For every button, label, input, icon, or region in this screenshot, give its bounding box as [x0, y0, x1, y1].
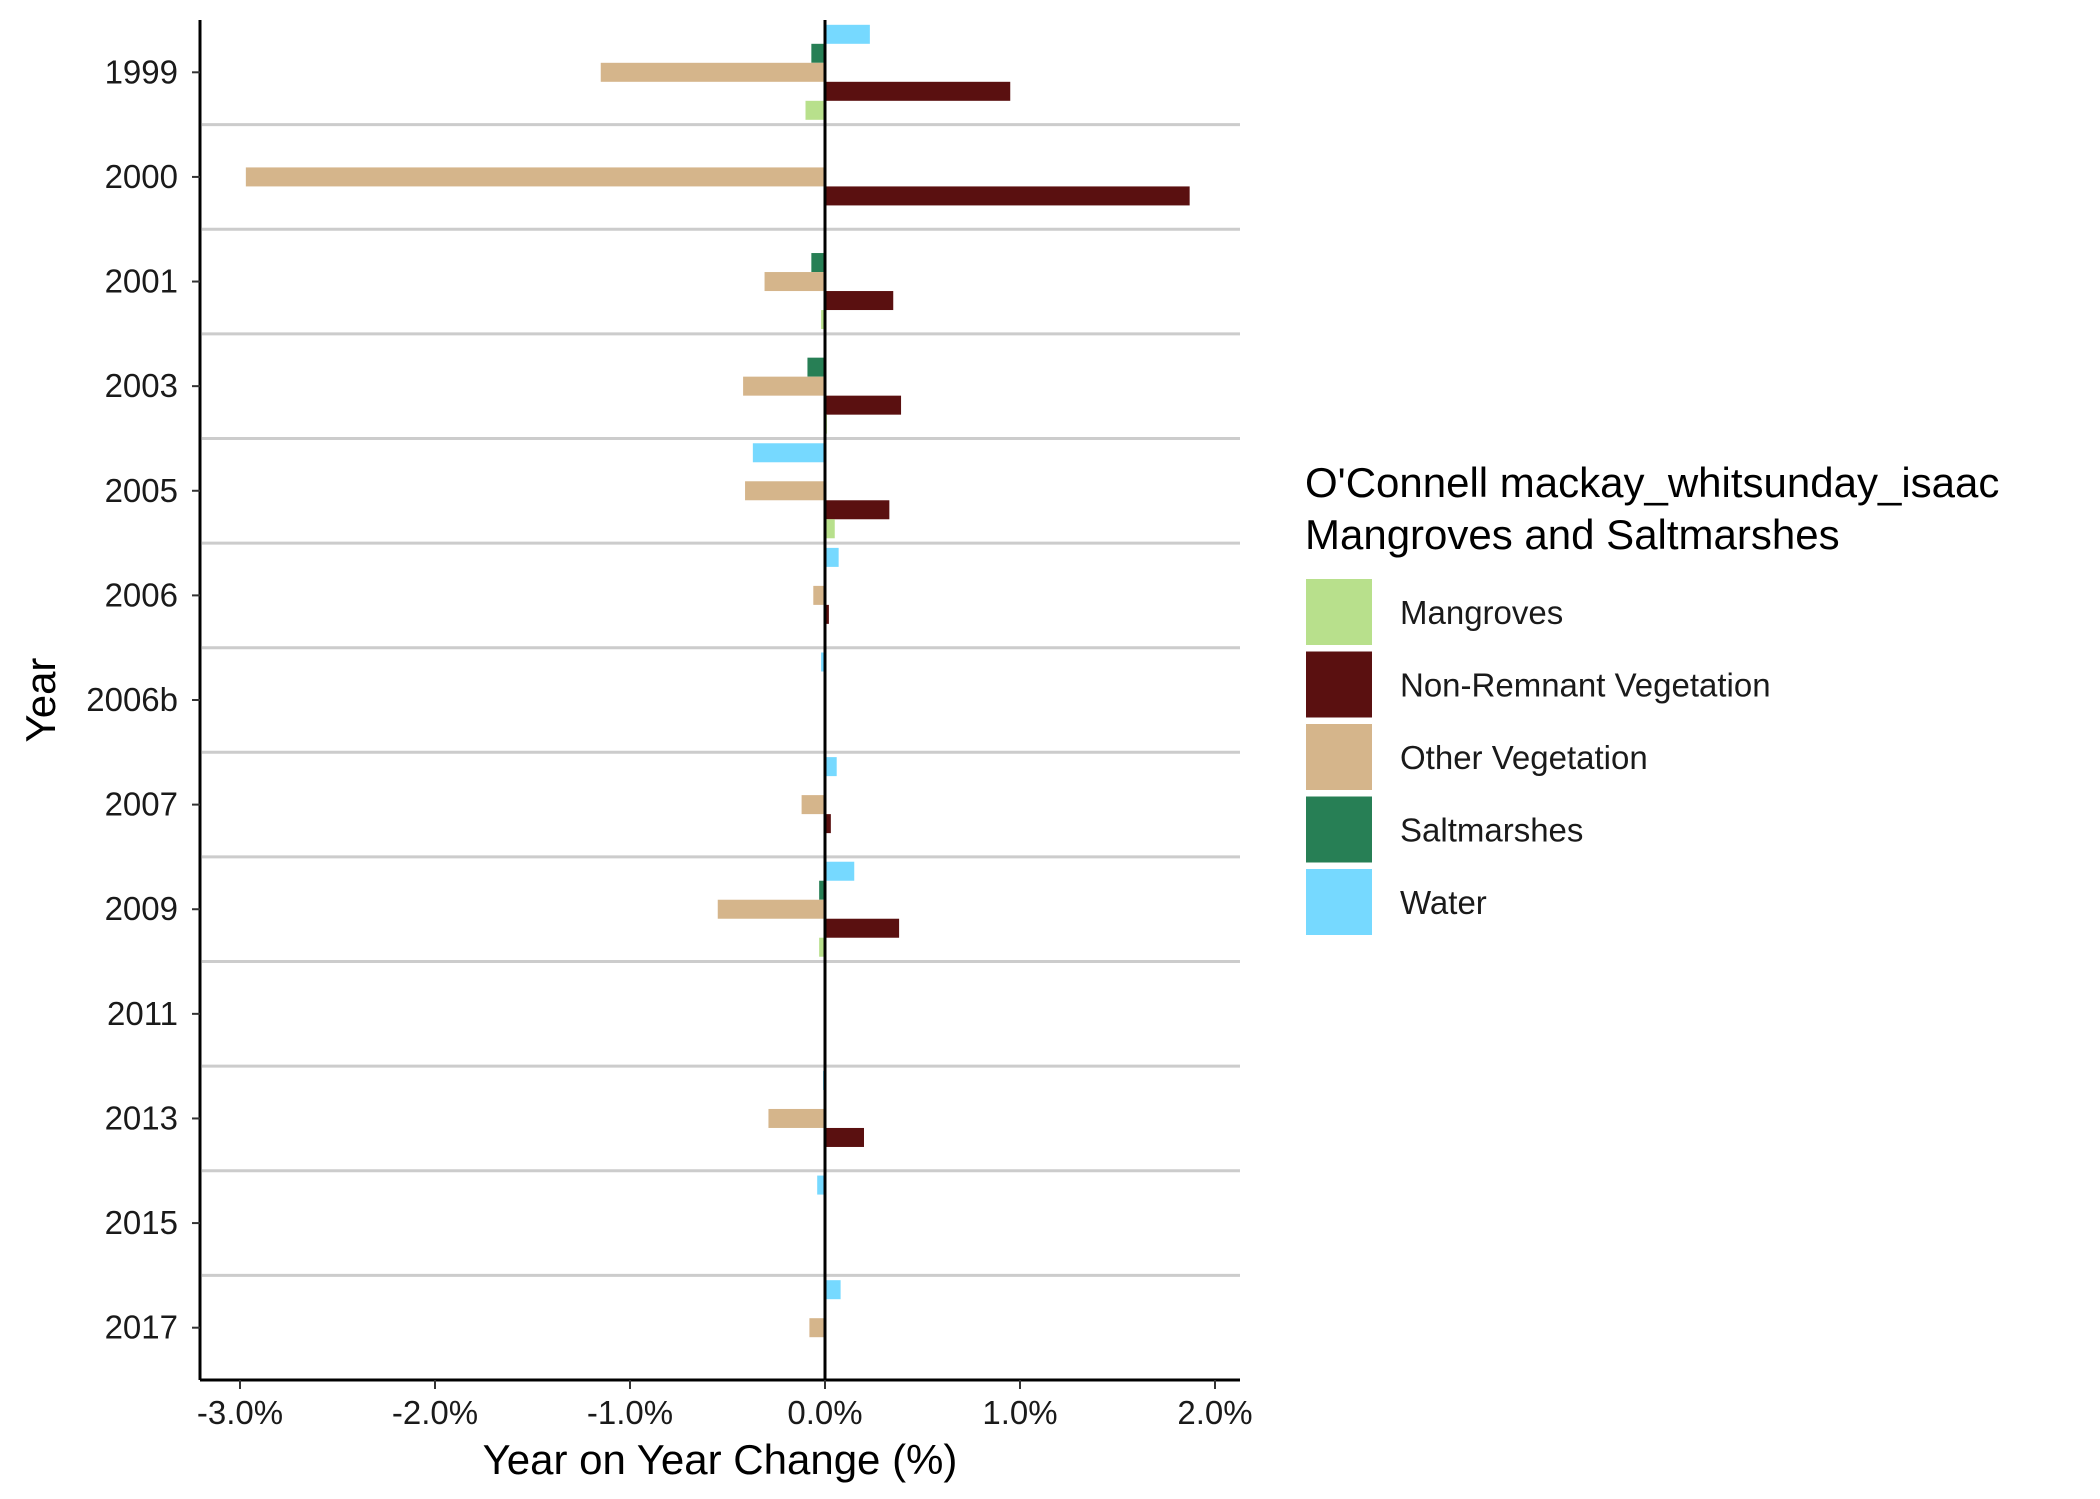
bar-saltmarshes-1999: [811, 43, 825, 63]
x-tick-label: -2.0%: [392, 1394, 478, 1431]
y-tick-label: 2017: [105, 1309, 178, 1346]
bar-other-vegetation-2003: [743, 376, 825, 396]
bar-non-remnant-vegetation-2006: [825, 604, 829, 624]
bar-water-2009: [825, 861, 855, 881]
bar-saltmarshes-2001: [811, 253, 825, 273]
bar-water-2006: [825, 547, 839, 567]
legend-swatch: [1304, 794, 1374, 865]
legend-title: Mangroves and Saltmarshes: [1305, 511, 1840, 558]
y-tick-label: 2006: [105, 576, 178, 613]
legend-label: Mangroves: [1400, 594, 1563, 631]
bar-water-2007: [825, 757, 837, 777]
bar-other-vegetation-2007: [801, 795, 825, 815]
legend-swatch: [1304, 649, 1374, 720]
bar-other-vegetation-2009: [717, 899, 825, 919]
bar-other-vegetation-2013: [768, 1108, 825, 1128]
bar-non-remnant-vegetation-2000: [825, 186, 1190, 206]
grid-lines: [202, 123, 1240, 1277]
bar-mangroves-2005: [825, 519, 835, 539]
y-tick-label: 2001: [105, 263, 178, 300]
bar-saltmarshes-2003: [807, 357, 825, 377]
y-tick-label: 2006b: [86, 681, 178, 718]
bar-non-remnant-vegetation-2003: [825, 395, 902, 415]
legend-label: Other Vegetation: [1400, 739, 1648, 776]
bar-non-remnant-vegetation-2009: [825, 918, 900, 938]
bar-water-2015: [817, 1175, 825, 1195]
bar-water-2005: [752, 443, 825, 463]
bar-mangroves-2001: [821, 310, 825, 330]
bar-other-vegetation-2017: [809, 1318, 825, 1338]
y-tick-label: 2011: [107, 995, 178, 1032]
bar-non-remnant-vegetation-1999: [825, 81, 1011, 101]
legend-swatch: [1304, 867, 1374, 937]
bar-water-2017: [825, 1280, 841, 1300]
legend-label: Water: [1400, 884, 1487, 921]
bar-other-vegetation-2006: [813, 585, 825, 605]
y-tick-label: 2013: [105, 1099, 178, 1136]
legend-label: Non-Remnant Vegetation: [1400, 667, 1771, 704]
x-tick-label: -1.0%: [587, 1394, 673, 1431]
bar-other-vegetation-2001: [764, 272, 825, 292]
legend-swatch: [1304, 577, 1374, 647]
y-tick-label: 2005: [105, 472, 178, 509]
bar-non-remnant-vegetation-2007: [825, 814, 831, 834]
x-tick-label: 2.0%: [1177, 1394, 1252, 1431]
bars: [245, 24, 1190, 1338]
legend: O'Connell mackay_whitsunday_isaac Mangrov…: [1304, 459, 1999, 937]
bar-other-vegetation-2000: [245, 167, 826, 187]
y-tick-label: 2009: [105, 890, 178, 927]
axes: 1999 2000 2001 2003 2005 2006 2006b 2007 2009 201…: [86, 20, 1253, 1431]
bar-saltmarshes-2009: [819, 880, 825, 900]
bar-non-remnant-vegetation-2005: [825, 500, 890, 520]
y-tick-label: 2015: [105, 1204, 178, 1241]
bar-non-remnant-vegetation-2001: [825, 291, 894, 311]
bar-other-vegetation-2005: [745, 481, 825, 501]
x-tick-label: -3.0%: [197, 1394, 283, 1431]
y-tick-label: 2003: [105, 367, 178, 404]
bar-water-1999: [825, 24, 870, 44]
x-axis-title: Year on Year Change (%): [483, 1436, 958, 1483]
legend-swatch: [1304, 722, 1374, 792]
y-tick-label: 2000: [105, 158, 178, 195]
bar-non-remnant-vegetation-2013: [825, 1127, 864, 1147]
bar-mangroves-1999: [805, 100, 825, 120]
bar-mangroves-2009: [819, 937, 825, 957]
bar-other-vegetation-1999: [600, 62, 825, 82]
y-tick-label: 1999: [105, 53, 178, 90]
y-axis-title: Year: [17, 658, 64, 743]
x-tick-label: 0.0%: [787, 1394, 862, 1431]
bar-water-2006b: [821, 652, 825, 672]
y-tick-label: 2007: [105, 786, 178, 823]
legend-label: Saltmarshes: [1400, 812, 1583, 849]
x-tick-label: 1.0%: [982, 1394, 1057, 1431]
legend-title: O'Connell mackay_whitsunday_isaac: [1305, 459, 1999, 506]
